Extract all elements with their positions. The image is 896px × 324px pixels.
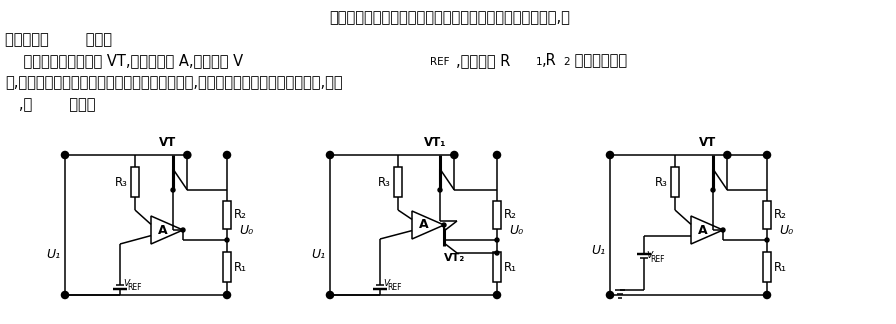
Text: 三端固定输出型稳压器的工作方式以串联型中的跟踪型为主,内: 三端固定输出型稳压器的工作方式以串联型中的跟踪型为主,内 [330, 10, 571, 25]
Circle shape [494, 292, 501, 298]
Text: VT₁: VT₁ [424, 136, 446, 149]
Text: 四个部分。此: 四个部分。此 [570, 53, 627, 68]
Bar [131, 167, 139, 197]
Text: A: A [159, 224, 168, 237]
Circle shape [225, 238, 229, 242]
Bar [394, 167, 402, 197]
Circle shape [451, 152, 458, 158]
Text: REF: REF [650, 254, 665, 263]
Bar [671, 167, 679, 197]
Circle shape [442, 223, 446, 227]
Text: U₁: U₁ [46, 249, 60, 261]
Text: REF: REF [387, 283, 401, 292]
Text: A: A [698, 224, 708, 237]
Bar [763, 201, 771, 228]
Circle shape [763, 292, 771, 298]
Circle shape [62, 152, 68, 158]
Text: U₀: U₀ [239, 224, 254, 237]
Text: VT: VT [700, 136, 717, 149]
Circle shape [223, 152, 230, 158]
Text: ,图        所示。: ,图 所示。 [5, 97, 96, 112]
Circle shape [62, 292, 68, 298]
Circle shape [495, 238, 499, 242]
Text: R₃: R₃ [378, 176, 391, 189]
Text: 外,按照基准电压与比较放大电路组合方式的不同,还有所谓助推型和浮置型等电路,如图: 外,按照基准电压与比较放大电路组合方式的不同,还有所谓助推型和浮置型等电路,如图 [5, 75, 342, 90]
Text: R₁: R₁ [774, 261, 787, 274]
Polygon shape [151, 216, 183, 244]
Circle shape [223, 292, 230, 298]
Text: R₂: R₂ [774, 208, 787, 221]
Text: U₀: U₀ [779, 224, 793, 237]
Circle shape [494, 152, 501, 158]
Circle shape [184, 152, 191, 158]
Text: U₁: U₁ [590, 244, 605, 257]
Polygon shape [691, 216, 723, 244]
Bar [493, 252, 501, 282]
Text: V: V [123, 280, 129, 288]
Circle shape [438, 188, 442, 192]
Bar [223, 252, 231, 282]
Circle shape [607, 152, 614, 158]
Circle shape [711, 188, 715, 192]
Text: 2: 2 [563, 57, 570, 67]
Bar [493, 201, 501, 228]
Circle shape [724, 152, 731, 158]
Text: 该电路包括控制器件 VT,比较放大器 A,基准电压 V: 该电路包括控制器件 VT,比较放大器 A,基准电压 V [5, 53, 243, 68]
Text: VT: VT [159, 136, 177, 149]
Circle shape [721, 228, 725, 232]
Text: R₂: R₂ [234, 208, 247, 221]
Text: R₁: R₁ [504, 261, 517, 274]
Text: A: A [419, 218, 429, 232]
Text: R₂: R₂ [504, 208, 517, 221]
Circle shape [607, 292, 614, 298]
Circle shape [326, 292, 333, 298]
Text: VT₂: VT₂ [444, 253, 466, 263]
Circle shape [181, 228, 185, 232]
Bar [223, 201, 231, 228]
Circle shape [326, 152, 333, 158]
Circle shape [495, 251, 499, 255]
Polygon shape [412, 211, 444, 239]
Text: R₃: R₃ [115, 176, 128, 189]
Circle shape [765, 238, 769, 242]
Text: V: V [646, 251, 652, 260]
Text: 部电路如图        所示。: 部电路如图 所示。 [5, 32, 112, 47]
Text: V: V [383, 280, 389, 288]
Bar [763, 252, 771, 282]
Text: ,R: ,R [542, 53, 556, 68]
Text: U₀: U₀ [509, 224, 523, 237]
Text: 1: 1 [536, 57, 543, 67]
Text: REF: REF [127, 283, 142, 292]
Text: R₁: R₁ [234, 261, 247, 274]
Circle shape [763, 152, 771, 158]
Text: R₃: R₃ [655, 176, 668, 189]
Text: ,取样电阻 R: ,取样电阻 R [456, 53, 511, 68]
Text: REF: REF [430, 57, 450, 67]
Text: U₁: U₁ [311, 249, 325, 261]
Circle shape [171, 188, 175, 192]
